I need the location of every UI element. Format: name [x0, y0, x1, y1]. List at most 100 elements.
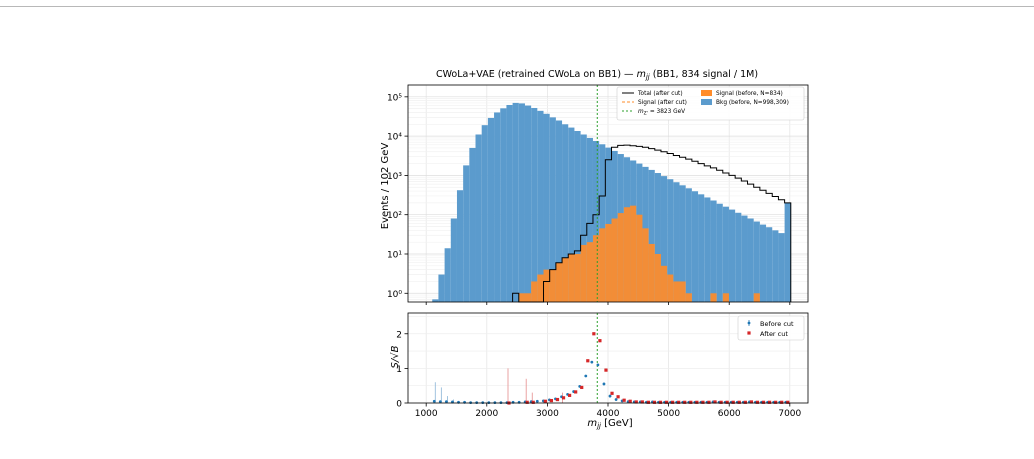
histogram-bar — [673, 281, 680, 302]
x-axis-label: mjj [GeV] — [587, 418, 632, 430]
after-cut-point — [658, 400, 663, 404]
histogram-bar — [728, 209, 736, 302]
histogram-bar — [741, 215, 748, 302]
y-tick-label: 10⁰ — [387, 290, 402, 300]
after-cut-point — [737, 400, 741, 404]
significance-legend: Before cut After cut — [737, 315, 805, 341]
after-cut-point — [622, 398, 626, 402]
histogram-bar — [679, 281, 686, 302]
significance-panel: 1000 2000 3000 4000 5000 6000 7000 0 1 2 S/√B mjj… — [390, 312, 809, 430]
histogram-bar — [537, 274, 544, 302]
histogram-bar — [685, 188, 692, 302]
histogram-y-axis-label: Events / 102 GeV — [380, 143, 391, 230]
after-cut-point — [616, 395, 620, 399]
histogram-bar — [463, 165, 470, 302]
histogram-bar — [562, 257, 569, 302]
legend-label: mZ' = 3823 GeV — [638, 109, 685, 117]
after-cut-point — [586, 359, 590, 363]
legend-label: Total (after cut) — [637, 91, 683, 97]
page-top-rule — [0, 6, 1034, 7]
histogram-bar — [580, 134, 587, 302]
legend-label: Bkg (before, N=998,309) — [716, 100, 789, 106]
legend-swatch — [701, 99, 712, 105]
before-cut-point — [535, 399, 539, 403]
before-cut-point — [584, 374, 588, 378]
histogram-bar — [636, 214, 643, 302]
histogram-bar — [691, 191, 699, 302]
histogram-bar — [722, 293, 729, 302]
histogram-bar — [543, 269, 550, 302]
histogram-bar — [710, 293, 717, 302]
histogram-bar — [524, 293, 532, 302]
after-cut-point — [574, 390, 578, 394]
histogram-bar — [759, 224, 767, 302]
histogram-bar — [580, 244, 587, 302]
histogram-bar — [506, 104, 513, 303]
histogram-bar — [456, 190, 464, 302]
after-cut-point — [689, 400, 693, 404]
histogram-bar — [524, 105, 532, 302]
after-cut-point — [634, 400, 638, 404]
legend-label: Signal (after cut) — [638, 100, 687, 106]
y-tick-label: 10² — [387, 211, 402, 221]
histogram-bar — [648, 243, 655, 302]
total-after-cut-line — [512, 144, 792, 303]
before-cut-point — [590, 360, 594, 364]
after-cut-point — [652, 400, 657, 404]
after-cut-point — [749, 400, 754, 404]
after-cut-point — [543, 399, 547, 403]
histogram-bar — [685, 293, 692, 302]
legend-label: Before cut — [760, 320, 794, 328]
histogram-bar — [592, 141, 600, 302]
legend-label: Signal (before, N=834) — [716, 91, 783, 97]
legend-frame — [737, 315, 805, 341]
histogram-bar — [518, 293, 525, 302]
histogram-bar — [611, 218, 618, 302]
after-cut-point — [568, 393, 572, 397]
after-cut-point — [592, 332, 596, 336]
histogram-bar — [574, 253, 581, 302]
y-tick-label: 1 — [396, 365, 402, 375]
after-cut-point — [707, 400, 711, 404]
x-tick-label: 1000 — [415, 409, 438, 419]
histogram-bar — [518, 103, 525, 302]
histogram-bar — [660, 265, 668, 302]
x-tick-label: 3000 — [536, 409, 559, 419]
histogram-bar — [722, 206, 729, 302]
histogram-bar — [568, 127, 575, 302]
histogram-bar — [617, 213, 624, 302]
histogram-bar — [531, 107, 538, 302]
significance-axes: 1000 2000 3000 4000 5000 6000 7000 0 1 2 — [396, 312, 809, 419]
histogram-bar — [555, 120, 563, 302]
after-cut-point — [677, 400, 681, 404]
significance-y-axis-label: S/√B — [390, 345, 401, 368]
histogram-bar — [667, 179, 674, 302]
before-cut-point — [614, 398, 618, 401]
before-cut-point — [608, 394, 612, 398]
after-cut-point — [768, 400, 772, 404]
after-cut-point — [695, 400, 699, 404]
histogram-bar — [667, 274, 674, 302]
histogram-bar — [605, 223, 612, 302]
histogram-bar — [648, 169, 655, 302]
histogram-bar — [438, 274, 445, 302]
histogram-bar — [772, 230, 779, 302]
after-cut-point — [604, 368, 608, 372]
histogram-bar — [562, 124, 569, 302]
histogram-bar — [673, 182, 680, 302]
histogram-bar — [623, 207, 631, 302]
after-cut-point — [664, 400, 669, 404]
histogram-bar — [698, 194, 705, 302]
histogram-bar — [432, 299, 439, 302]
after-cut-point — [640, 400, 644, 404]
legend-swatch — [701, 90, 712, 96]
histogram-bar — [642, 228, 649, 302]
histogram-bar — [450, 218, 457, 302]
after-cut-point — [525, 400, 529, 404]
after-cut-point — [671, 400, 675, 404]
after-cut-point — [580, 385, 584, 390]
before-cut-point — [432, 399, 436, 403]
histogram-bar — [500, 108, 507, 302]
legend-swatch — [747, 321, 751, 325]
